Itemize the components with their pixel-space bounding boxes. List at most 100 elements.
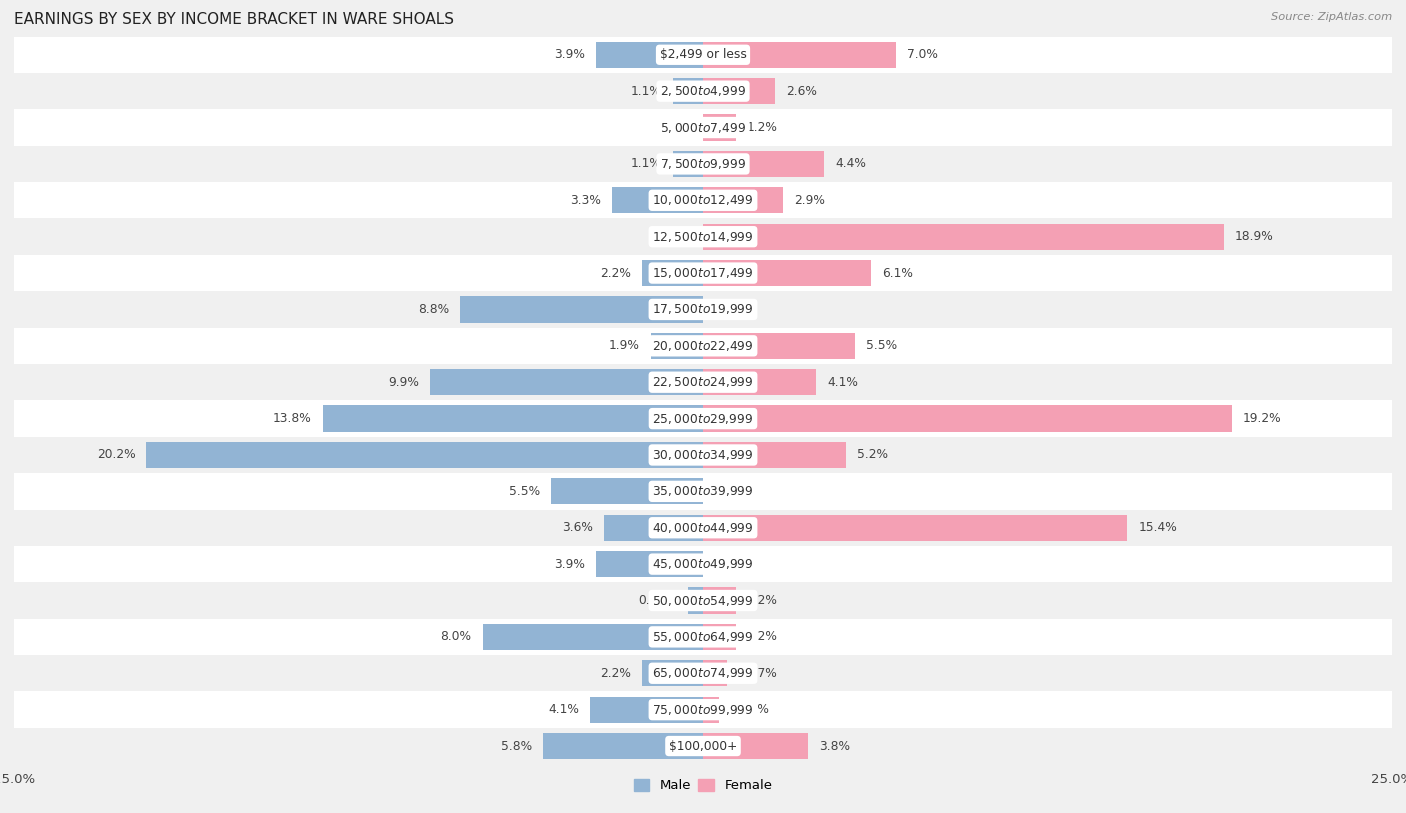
- Text: $65,000 to $74,999: $65,000 to $74,999: [652, 667, 754, 680]
- Text: 15.4%: 15.4%: [1139, 521, 1177, 534]
- Text: 3.3%: 3.3%: [571, 193, 600, 207]
- Bar: [703, 187, 783, 213]
- Text: 1.1%: 1.1%: [631, 158, 662, 171]
- Legend: Male, Female: Male, Female: [628, 774, 778, 798]
- Text: 3.9%: 3.9%: [554, 558, 585, 571]
- Bar: [551, 478, 703, 504]
- Text: $2,499 or less: $2,499 or less: [659, 48, 747, 61]
- Text: $30,000 to $34,999: $30,000 to $34,999: [652, 448, 754, 462]
- Bar: [703, 624, 737, 650]
- Text: 1.2%: 1.2%: [747, 630, 778, 643]
- Bar: [14, 146, 1392, 182]
- Bar: [14, 255, 1392, 291]
- Bar: [14, 510, 1392, 546]
- Bar: [14, 37, 1392, 73]
- Bar: [703, 333, 855, 359]
- Text: 8.8%: 8.8%: [419, 303, 450, 316]
- Text: $5,000 to $7,499: $5,000 to $7,499: [659, 120, 747, 134]
- Bar: [14, 728, 1392, 764]
- Bar: [14, 691, 1392, 728]
- Bar: [14, 400, 1392, 437]
- Bar: [14, 619, 1392, 655]
- Bar: [14, 328, 1392, 364]
- Text: 0.0%: 0.0%: [661, 121, 692, 134]
- Bar: [703, 733, 807, 759]
- Bar: [14, 437, 1392, 473]
- Bar: [703, 588, 737, 614]
- Bar: [591, 697, 703, 723]
- Text: 0.0%: 0.0%: [714, 303, 745, 316]
- Bar: [323, 406, 703, 432]
- Text: $22,500 to $24,999: $22,500 to $24,999: [652, 376, 754, 389]
- Bar: [703, 115, 737, 141]
- Text: 0.0%: 0.0%: [714, 485, 745, 498]
- Text: $45,000 to $49,999: $45,000 to $49,999: [652, 557, 754, 571]
- Bar: [14, 219, 1392, 255]
- Bar: [543, 733, 703, 759]
- Bar: [643, 260, 703, 286]
- Text: $15,000 to $17,499: $15,000 to $17,499: [652, 266, 754, 280]
- Bar: [612, 187, 703, 213]
- Bar: [703, 224, 1223, 250]
- Bar: [703, 406, 1232, 432]
- Text: 5.2%: 5.2%: [858, 449, 889, 462]
- Text: $50,000 to $54,999: $50,000 to $54,999: [652, 593, 754, 607]
- Bar: [643, 660, 703, 686]
- Text: 0.58%: 0.58%: [730, 703, 769, 716]
- Text: 8.0%: 8.0%: [440, 630, 471, 643]
- Bar: [603, 515, 703, 541]
- Text: 2.2%: 2.2%: [600, 267, 631, 280]
- Bar: [672, 151, 703, 177]
- Bar: [703, 697, 718, 723]
- Text: $10,000 to $12,499: $10,000 to $12,499: [652, 193, 754, 207]
- Text: $55,000 to $64,999: $55,000 to $64,999: [652, 630, 754, 644]
- Text: 6.1%: 6.1%: [882, 267, 912, 280]
- Text: 1.2%: 1.2%: [747, 594, 778, 607]
- Bar: [482, 624, 703, 650]
- Bar: [651, 333, 703, 359]
- Text: 3.9%: 3.9%: [554, 48, 585, 61]
- Bar: [703, 442, 846, 468]
- Text: 20.2%: 20.2%: [97, 449, 135, 462]
- Bar: [14, 291, 1392, 328]
- Text: 4.1%: 4.1%: [827, 376, 858, 389]
- Bar: [703, 151, 824, 177]
- Text: $40,000 to $44,999: $40,000 to $44,999: [652, 521, 754, 535]
- Bar: [703, 41, 896, 67]
- Text: 13.8%: 13.8%: [273, 412, 312, 425]
- Text: EARNINGS BY SEX BY INCOME BRACKET IN WARE SHOALS: EARNINGS BY SEX BY INCOME BRACKET IN WAR…: [14, 12, 454, 27]
- Bar: [14, 364, 1392, 400]
- Bar: [703, 369, 815, 395]
- Bar: [14, 109, 1392, 146]
- Text: 0.0%: 0.0%: [714, 558, 745, 571]
- Text: 1.9%: 1.9%: [609, 339, 640, 352]
- Text: $17,500 to $19,999: $17,500 to $19,999: [652, 302, 754, 316]
- Text: 9.9%: 9.9%: [388, 376, 419, 389]
- Bar: [596, 551, 703, 577]
- Bar: [14, 473, 1392, 510]
- Bar: [14, 73, 1392, 109]
- Text: 5.5%: 5.5%: [866, 339, 897, 352]
- Text: $7,500 to $9,999: $7,500 to $9,999: [659, 157, 747, 171]
- Text: 5.5%: 5.5%: [509, 485, 540, 498]
- Text: 7.0%: 7.0%: [907, 48, 938, 61]
- Bar: [703, 515, 1128, 541]
- Text: 1.2%: 1.2%: [747, 121, 778, 134]
- Text: 2.9%: 2.9%: [794, 193, 825, 207]
- Text: $20,000 to $22,499: $20,000 to $22,499: [652, 339, 754, 353]
- Text: 3.8%: 3.8%: [818, 740, 849, 753]
- Text: 19.2%: 19.2%: [1243, 412, 1282, 425]
- Bar: [703, 260, 872, 286]
- Text: 18.9%: 18.9%: [1234, 230, 1274, 243]
- Bar: [703, 78, 775, 104]
- Bar: [703, 660, 727, 686]
- Bar: [14, 182, 1392, 219]
- Bar: [14, 655, 1392, 691]
- Text: 3.6%: 3.6%: [562, 521, 593, 534]
- Text: $12,500 to $14,999: $12,500 to $14,999: [652, 230, 754, 244]
- Text: 5.8%: 5.8%: [501, 740, 531, 753]
- Bar: [430, 369, 703, 395]
- Text: 4.4%: 4.4%: [835, 158, 866, 171]
- Text: 0.87%: 0.87%: [738, 667, 776, 680]
- Text: $2,500 to $4,999: $2,500 to $4,999: [659, 85, 747, 98]
